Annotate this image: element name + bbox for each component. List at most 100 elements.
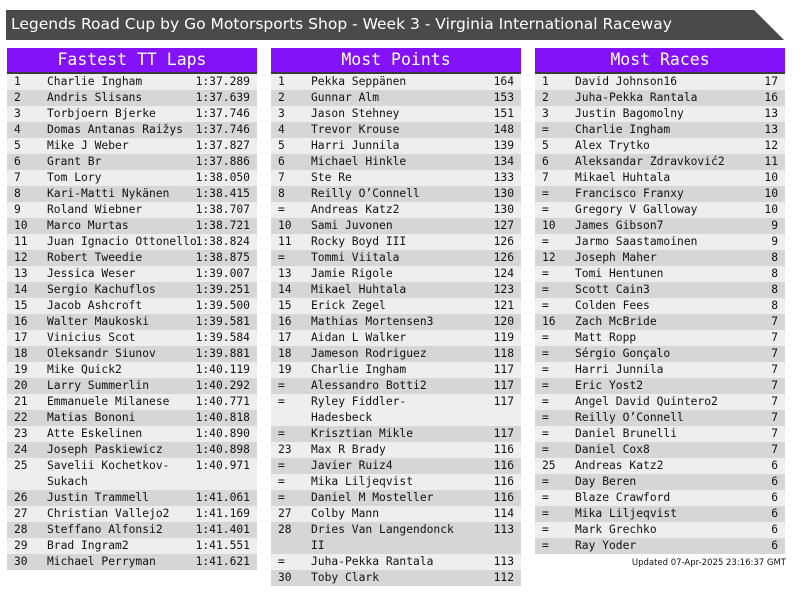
driver-name: Oleksandr Siunov: [47, 347, 156, 360]
table-row: = Scott Cain3 8: [535, 282, 785, 298]
rank-cell: 5: [278, 139, 285, 152]
driver-name: Harri Junnila: [311, 139, 400, 152]
driver-name: Charlie Ingham: [311, 363, 407, 376]
driver-name: Daniel Brunelli: [575, 427, 678, 440]
table-row: 2 Juha-Pekka Rantala 16: [535, 90, 785, 106]
rank-cell: 7: [14, 171, 21, 184]
rank-cell: =: [278, 427, 285, 440]
table-row: 11 Juan Ignacio Ottonello 1:38.824: [7, 234, 257, 250]
driver-name: Sami Juvonen: [311, 219, 393, 232]
table-row: 2 Andris Slisans 1:37.639: [7, 90, 257, 106]
driver-name: Mike Quick2: [47, 363, 122, 376]
driver-name: Larry Summerlin: [47, 379, 150, 392]
table-row: 16 Walter Maukoski 1:39.581: [7, 314, 257, 330]
driver-name: Sérgio Gonçalo: [575, 347, 671, 360]
rank-cell: 1: [278, 75, 285, 88]
value-cell: 126: [493, 235, 514, 248]
driver-name: Savelii Kochetkov-Sukach: [47, 459, 170, 488]
value-cell: 117: [493, 427, 514, 440]
rank-cell: 30: [14, 555, 28, 568]
driver-name: Juan Ignacio Ottonello: [47, 235, 197, 248]
value-cell: 1:41.401: [195, 523, 250, 536]
value-cell: 126: [493, 251, 514, 264]
value-cell: 113: [493, 523, 514, 536]
rank-cell: =: [542, 475, 549, 488]
value-cell: 134: [493, 155, 514, 168]
rank-cell: 5: [542, 139, 549, 152]
rank-cell: 11: [278, 235, 292, 248]
rank-cell: =: [542, 523, 549, 536]
rank-cell: 3: [542, 107, 549, 120]
driver-name: Steffano Alfonsi2: [47, 523, 163, 536]
driver-name: Harri Junnila: [575, 363, 664, 376]
rank-cell: 28: [278, 523, 292, 536]
driver-name: Joseph Paskiewicz: [47, 443, 163, 456]
rank-cell: =: [542, 411, 549, 424]
rank-cell: =: [542, 363, 549, 376]
table-row: 8 Reilly O’Connell 130: [271, 186, 521, 202]
value-cell: 1:38.707: [195, 203, 250, 216]
value-cell: 6: [771, 459, 778, 472]
value-cell: 1:38.721: [195, 219, 250, 232]
driver-name: Eric Yost2: [575, 379, 644, 392]
rank-cell: 19: [278, 363, 292, 376]
value-cell: 7: [771, 395, 778, 408]
table-row: = Sérgio Gonçalo 7: [535, 346, 785, 362]
rank-cell: 25: [542, 459, 556, 472]
most-points-panel: Most Points 1 Pekka Seppänen 164 2 Gunnar Al…: [271, 48, 521, 586]
driver-name: Gunnar Alm: [311, 91, 380, 104]
value-cell: 6: [771, 491, 778, 504]
table-row: 12 Joseph Maher 8: [535, 250, 785, 266]
rank-cell: 3: [278, 107, 285, 120]
value-cell: 1:37.886: [195, 155, 250, 168]
value-cell: 123: [493, 283, 514, 296]
table-row: 23 Max R Brady 116: [271, 442, 521, 458]
value-cell: 133: [493, 171, 514, 184]
table-row: 14 Mikael Huhtala 123: [271, 282, 521, 298]
table-row: 17 Vinicius Scot 1:39.584: [7, 330, 257, 346]
driver-name: Andris Slisans: [47, 91, 143, 104]
driver-name: Domas Antanas Raižys: [47, 123, 184, 136]
rank-cell: 3: [14, 107, 21, 120]
driver-name: Rocky Boyd III: [311, 235, 407, 248]
value-cell: 116: [493, 491, 514, 504]
value-cell: 118: [493, 347, 514, 360]
table-row: = Javier Ruiz4 116: [271, 458, 521, 474]
value-cell: 153: [493, 91, 514, 104]
driver-name: Charlie Ingham: [47, 75, 143, 88]
value-cell: 1:37.827: [195, 139, 250, 152]
value-cell: 6: [771, 539, 778, 552]
rank-cell: 4: [14, 123, 21, 136]
driver-name: Kari-Matti Nykänen: [47, 187, 170, 200]
rank-cell: 6: [278, 155, 285, 168]
driver-name: Mathias Mortensen3: [311, 315, 434, 328]
rank-cell: =: [542, 379, 549, 392]
table-row: 5 Mike J Weber 1:37.827: [7, 138, 257, 154]
table-row: 20 Larry Summerlin 1:40.292: [7, 378, 257, 394]
driver-name: Matt Ropp: [575, 331, 637, 344]
table-row: 10 James Gibson7 9: [535, 218, 785, 234]
table-row: 30 Michael Perryman 1:41.621: [7, 554, 257, 570]
table-row: 1 Charlie Ingham 1:37.289: [7, 74, 257, 90]
value-cell: 119: [493, 331, 514, 344]
rank-cell: 12: [14, 251, 28, 264]
table-row: = Alessandro Botti2 117: [271, 378, 521, 394]
value-cell: 7: [771, 379, 778, 392]
rank-cell: 28: [14, 523, 28, 536]
rank-cell: =: [542, 395, 549, 408]
rank-cell: =: [278, 203, 285, 216]
table-row: = Daniel M Mosteller 116: [271, 490, 521, 506]
rank-cell: =: [542, 123, 549, 136]
driver-name: Krisztian Mikle: [311, 427, 414, 440]
table-row: = Blaze Crawford 6: [535, 490, 785, 506]
driver-name: Max R Brady: [311, 443, 386, 456]
value-cell: 7: [771, 411, 778, 424]
table-row: = Mark Grechko 6: [535, 522, 785, 538]
value-cell: 1:40.771: [195, 395, 250, 408]
rank-cell: 16: [542, 315, 556, 328]
rank-cell: 8: [14, 187, 21, 200]
rank-cell: 2: [278, 91, 285, 104]
driver-name: Charlie Ingham: [575, 123, 671, 136]
table-row: 7 Tom Lory 1:38.050: [7, 170, 257, 186]
driver-name: Mika Liljeqvist: [575, 507, 678, 520]
